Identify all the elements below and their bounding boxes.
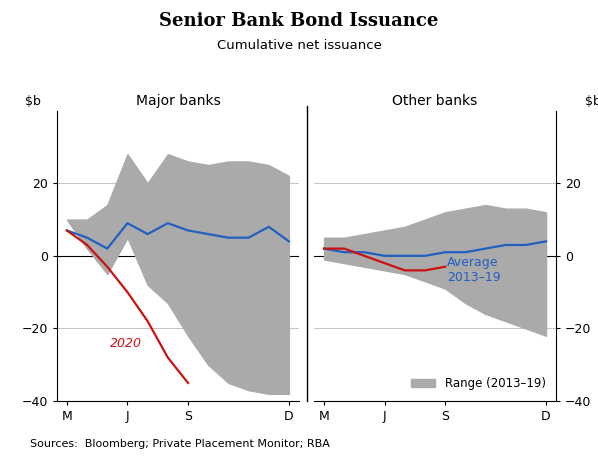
Text: Sources:  Bloomberg; Private Placement Monitor; RBA: Sources: Bloomberg; Private Placement Mo…	[30, 439, 329, 449]
Text: Other banks: Other banks	[392, 94, 478, 108]
Text: $b: $b	[25, 95, 41, 108]
Text: Average
2013–19: Average 2013–19	[447, 256, 501, 284]
Text: 2020: 2020	[110, 337, 142, 350]
Text: Major banks: Major banks	[136, 94, 220, 108]
Text: Senior Bank Bond Issuance: Senior Bank Bond Issuance	[159, 12, 439, 30]
Legend: Range (2013–19): Range (2013–19)	[407, 373, 550, 395]
Text: Cumulative net issuance: Cumulative net issuance	[216, 39, 382, 52]
Text: $b: $b	[585, 95, 598, 108]
